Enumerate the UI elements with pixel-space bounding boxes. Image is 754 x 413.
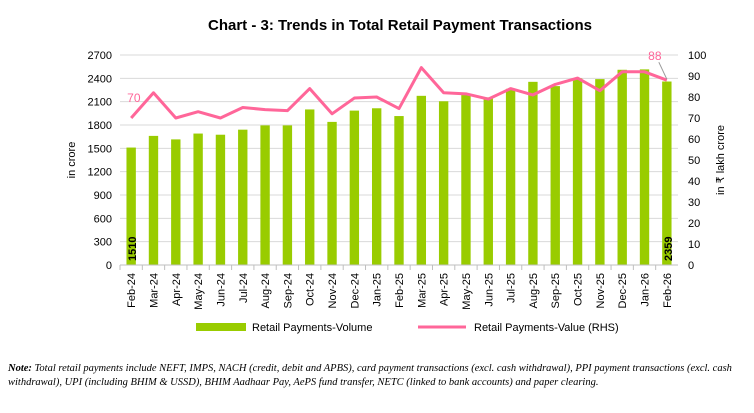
legend-volume-label: Retail Payments-Volume	[252, 322, 372, 334]
y2-tick-label: 60	[688, 134, 700, 146]
bar-volume	[260, 125, 270, 265]
note-label: Note:	[8, 363, 32, 374]
chart: Chart - 3: Trends in Total Retail Paymen…	[66, 17, 727, 334]
bar-data-label: 2359	[663, 237, 675, 261]
x-tick-label: Mar-25	[416, 273, 428, 308]
bar-volume	[550, 86, 560, 265]
bar-volume	[416, 95, 427, 265]
x-tick-label: Sep-24	[282, 273, 294, 308]
x-tick-label: Jul-25	[506, 273, 518, 303]
bar-data-label: 1510	[127, 237, 139, 261]
x-tick-label: May-24	[193, 273, 205, 310]
line-data-label: 70	[127, 91, 141, 105]
x-tick-label: Apr-25	[439, 273, 451, 306]
y2-tick-label: 100	[688, 50, 706, 62]
y-tick-label: 2700	[88, 50, 112, 62]
x-tick-label: Oct-25	[573, 273, 585, 306]
x-tick-label: Dec-24	[349, 273, 361, 308]
legend: Retail Payments-Volume Retail Payments-V…	[196, 322, 619, 334]
bar-volume	[215, 134, 226, 265]
legend-volume-swatch	[196, 323, 246, 331]
legend-value-label: Retail Payments-Value (RHS)	[474, 322, 619, 334]
x-tick-label: Oct-24	[305, 273, 317, 306]
y-tick-label: 900	[94, 190, 112, 202]
line-data-label: 88	[648, 49, 662, 63]
y2-tick-label: 70	[688, 113, 700, 125]
y2-tick-label: 90	[688, 71, 700, 83]
chart-title: Chart - 3: Trends in Total Retail Paymen…	[208, 17, 592, 34]
footnote: Note: Total retail payments include NEFT…	[8, 362, 748, 390]
y-tick-label: 2400	[88, 73, 112, 85]
y-tick-label: 1200	[88, 167, 112, 179]
line-value	[130, 66, 668, 120]
y2-tick-label: 80	[688, 92, 700, 104]
y2-tick-label: 30	[688, 197, 700, 209]
y-axis-label: in crore	[66, 142, 78, 179]
bar-volume	[662, 81, 672, 266]
x-tick-label: Jan-26	[640, 273, 652, 307]
bar-volume	[371, 108, 382, 266]
y-tick-label: 600	[94, 213, 112, 225]
bar-volume	[572, 78, 583, 265]
y2-tick-label: 20	[688, 218, 700, 230]
bar-volume	[438, 101, 449, 266]
y-tick-label: 2100	[88, 97, 112, 109]
bar-volume	[305, 109, 315, 265]
bar-volume	[394, 116, 404, 265]
bar-volume	[349, 110, 360, 265]
bar-volume	[461, 95, 471, 265]
y2-tick-label: 50	[688, 155, 700, 167]
x-tick-label: Feb-26	[662, 273, 674, 308]
x-tick-label: May-25	[461, 273, 473, 310]
x-tick-label: Nov-24	[327, 273, 339, 308]
x-tick-label: Jun-25	[483, 273, 495, 307]
x-tick-label: Aug-24	[260, 273, 272, 308]
x-tick-label: Jun-24	[215, 273, 227, 307]
y-tick-label: 300	[94, 237, 112, 249]
bar-volume	[617, 69, 627, 266]
x-tick-label: Nov-25	[595, 273, 607, 308]
bar-volume	[327, 121, 337, 265]
y2-tick-label: 10	[688, 239, 700, 251]
note-text: Total retail payments include NEFT, IMPS…	[8, 363, 732, 388]
bar-volume	[238, 129, 248, 265]
x-tick-label: Feb-24	[126, 273, 138, 308]
x-tick-label: Dec-25	[617, 273, 629, 308]
bar-volume	[639, 69, 650, 265]
bar-volume	[126, 147, 136, 265]
x-tick-label: Jan-25	[372, 273, 384, 307]
bar-volume	[148, 135, 159, 265]
bar-volume	[595, 79, 605, 265]
y-tick-label: 1800	[88, 120, 112, 132]
x-tick-label: Feb-25	[394, 273, 406, 308]
bar-volume	[483, 97, 493, 265]
bar-volume	[282, 125, 293, 265]
bar-volume	[171, 139, 181, 265]
x-tick-label: Sep-25	[550, 273, 562, 308]
y2-tick-label: 0	[688, 260, 694, 272]
bar-volume	[193, 133, 203, 265]
x-tick-label: Aug-25	[528, 273, 540, 308]
bar-volume	[505, 88, 516, 265]
y-tick-label: 1500	[88, 143, 112, 155]
y2-tick-label: 40	[688, 176, 700, 188]
bar-volume	[528, 81, 538, 265]
data-label-leader	[658, 61, 668, 80]
y-tick-label: 0	[106, 260, 112, 272]
x-tick-label: Mar-24	[148, 273, 160, 308]
y2-axis-label: in ₹ lakh crore	[715, 125, 727, 195]
x-tick-label: Jul-24	[238, 273, 250, 303]
x-tick-label: Apr-24	[171, 273, 183, 306]
